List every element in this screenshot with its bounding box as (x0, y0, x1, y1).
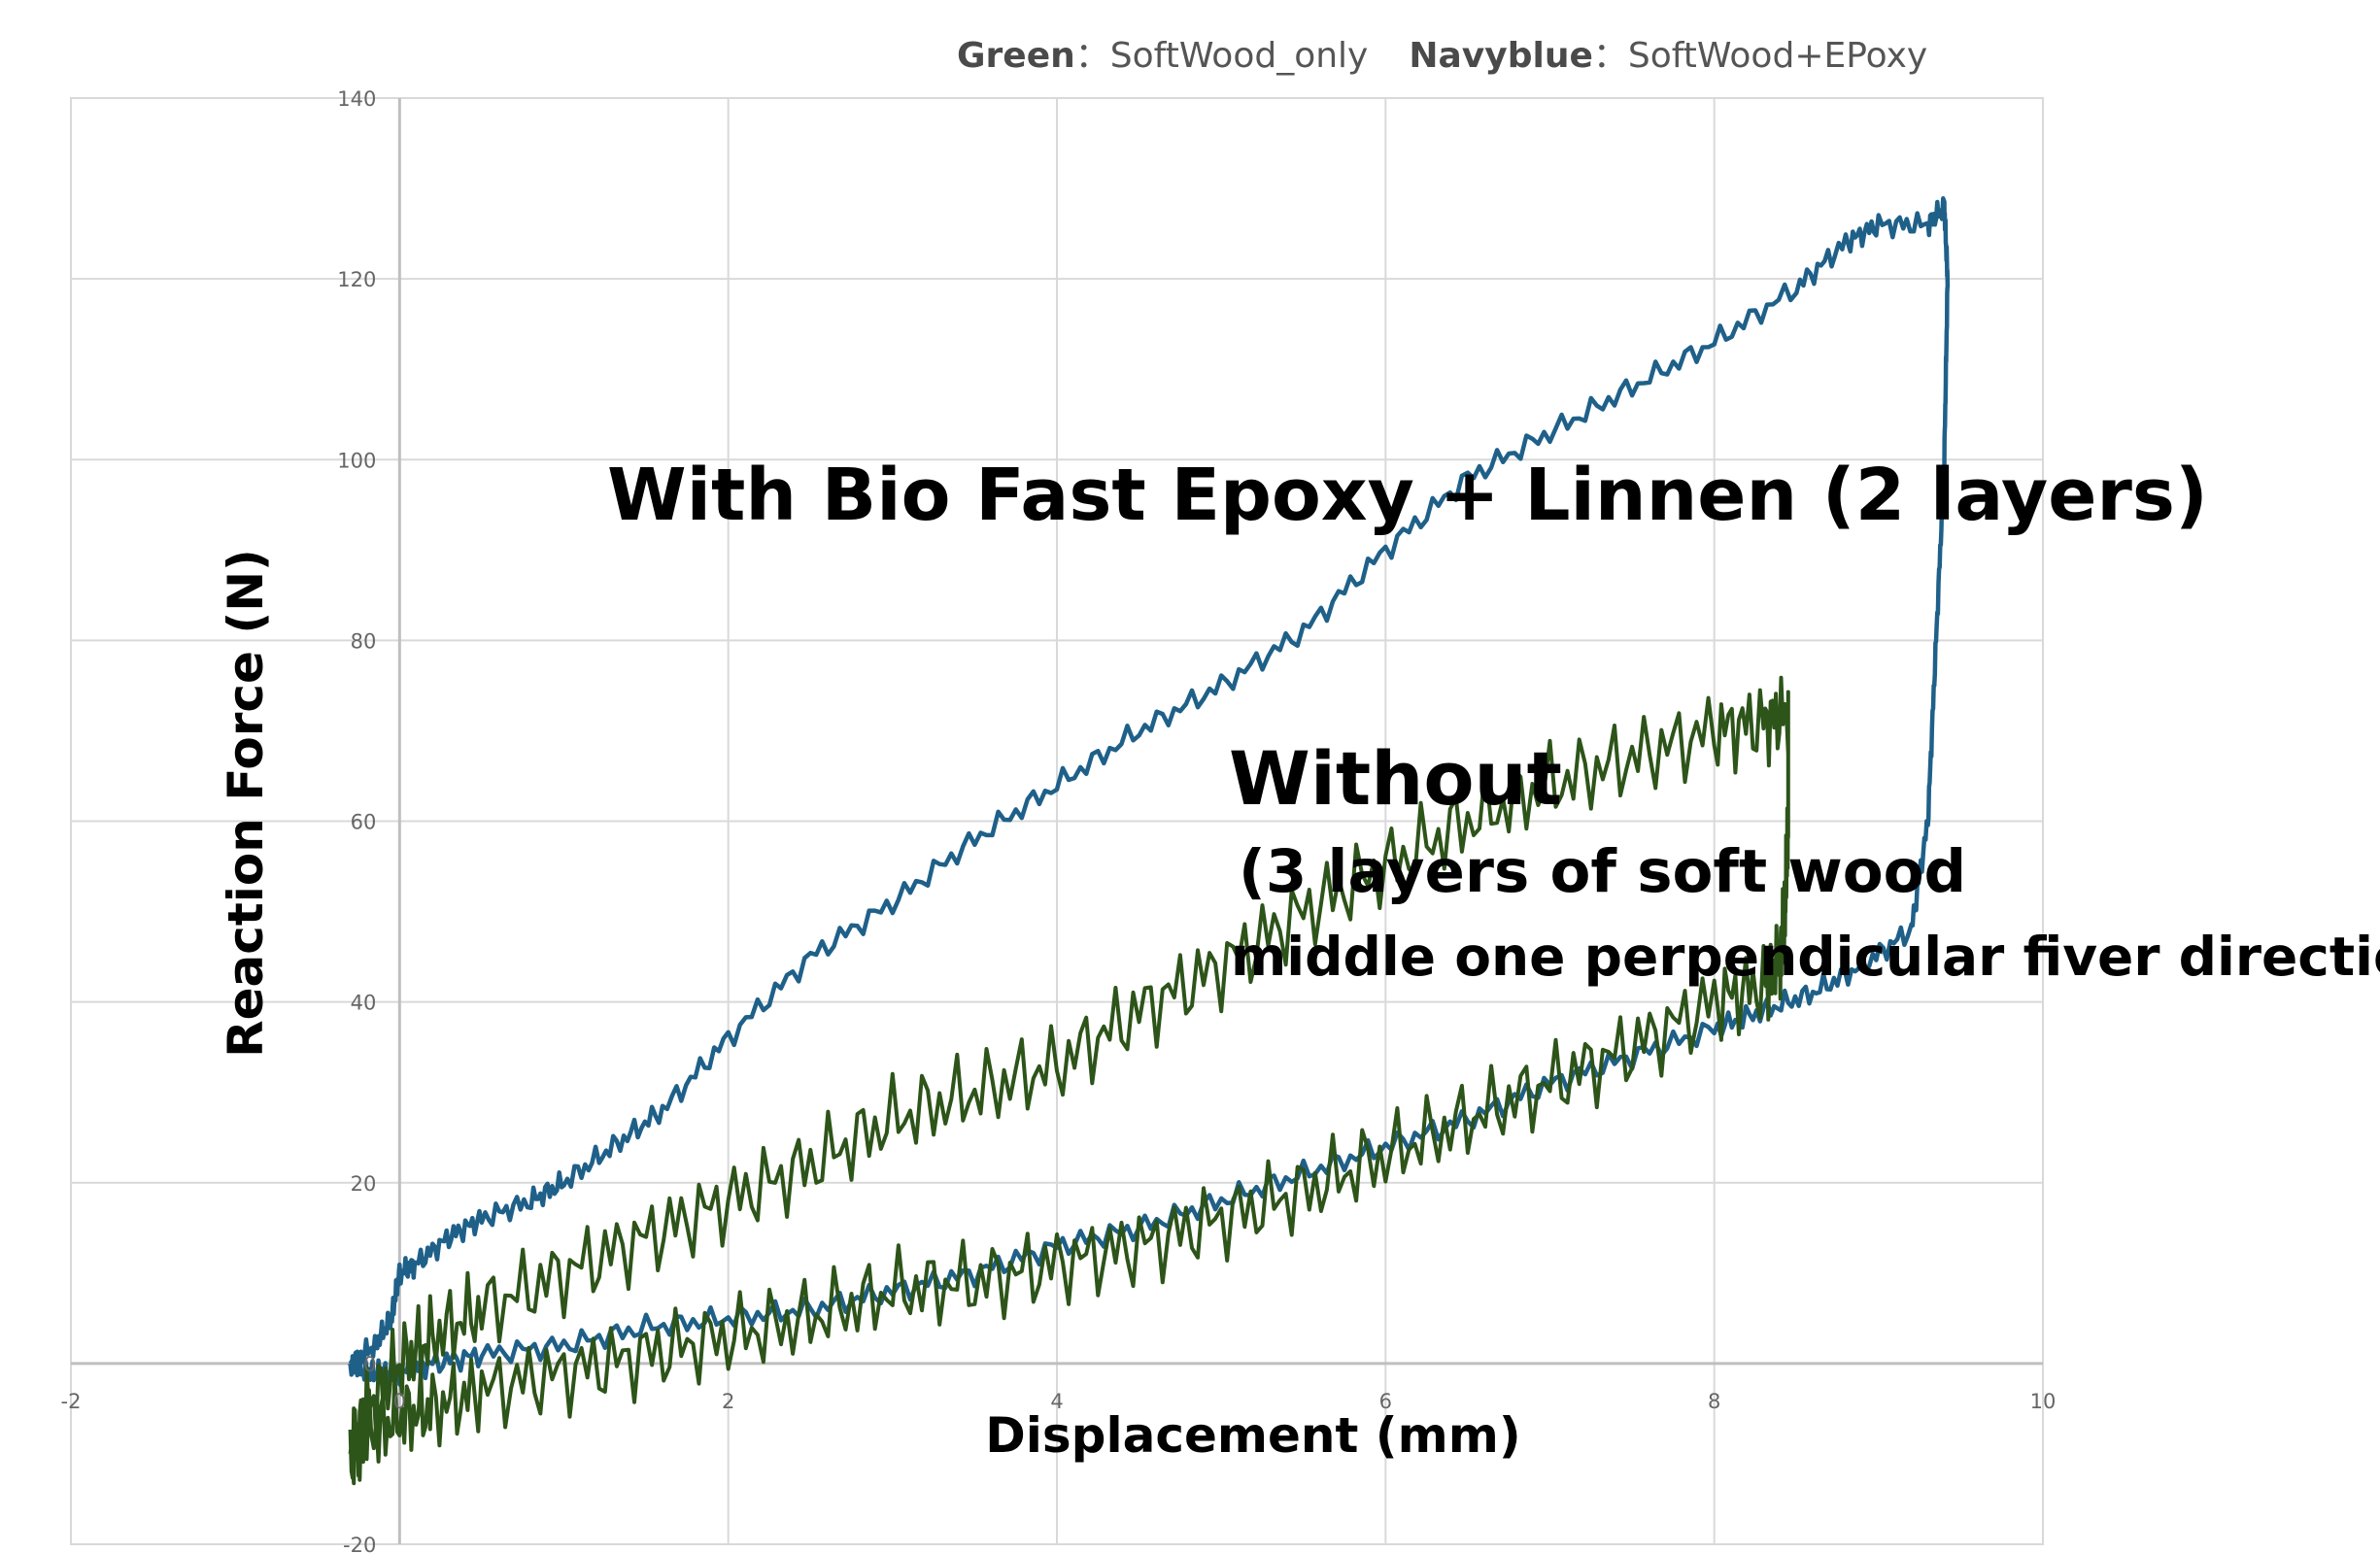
x-tick-label: 0 (393, 1390, 406, 1413)
legend-green-separator: ： (1074, 36, 1110, 76)
annotation-with-epoxy: With Bio Fast Epoxy + Linnen (2 layers) (607, 454, 2208, 537)
y-tick-label: 140 (337, 87, 376, 111)
legend-navy-text: SoftWood+EPoxy (1627, 36, 1928, 76)
y-tick-label: 20 (351, 1172, 377, 1196)
legend-navy-key: Navyblue (1409, 36, 1593, 76)
series-line-0 (348, 196, 1951, 1387)
legend-green-key: Green (957, 36, 1075, 76)
x-tick-label: -2 (61, 1390, 82, 1413)
y-tick-label: 120 (337, 268, 376, 291)
x-tick-label: 6 (1379, 1390, 1392, 1413)
x-axis-title: Displacement (mm) (985, 1407, 1520, 1464)
y-tick-label: 100 (337, 449, 376, 472)
y-tick-label: 60 (351, 811, 377, 834)
y-tick-label: 0 (363, 1353, 376, 1376)
y-axis-title: Reaction Force (N) (218, 549, 274, 1058)
annotation-without: Without (1229, 735, 1562, 822)
x-tick-label: 2 (722, 1390, 734, 1413)
legend: Green：SoftWood_only Navyblue：SoftWood+EPo… (957, 27, 1927, 78)
series-layer (348, 196, 1951, 1486)
y-tick-label: -20 (343, 1534, 376, 1553)
x-tick-label: 8 (1708, 1390, 1720, 1413)
x-tick-label: 10 (2030, 1390, 2057, 1413)
annotation-three-layers: (3 layers of soft wood (1239, 837, 1966, 906)
legend-green-text: SoftWood_only (1109, 36, 1369, 76)
annotation-middle-perpendicular: middle one perpendicular fiver direction… (1231, 926, 2380, 988)
y-tick-label: 40 (351, 992, 377, 1015)
y-tick-label: 80 (351, 629, 377, 653)
x-tick-label: 4 (1050, 1390, 1063, 1413)
series-line-1 (348, 675, 1790, 1486)
legend-navy-separator: ： (1592, 36, 1628, 76)
